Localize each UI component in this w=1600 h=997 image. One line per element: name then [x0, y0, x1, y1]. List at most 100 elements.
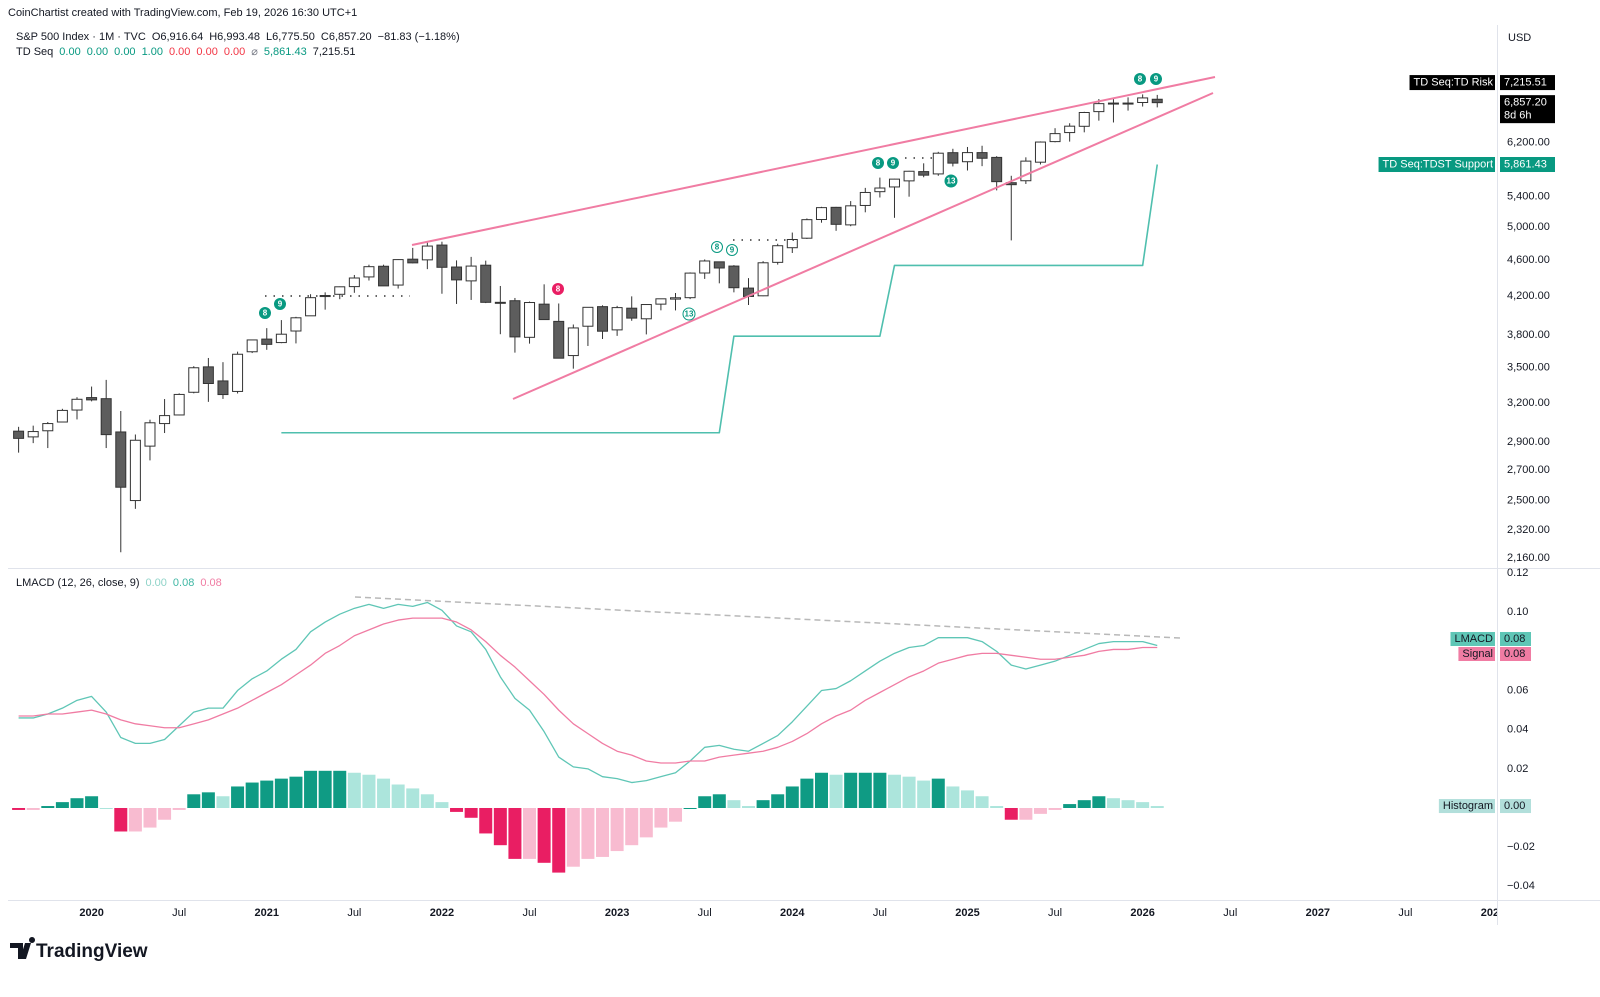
- y-tick-label: 6,200.00: [1507, 136, 1550, 148]
- candle-body: [903, 170, 915, 182]
- candle-body: [1020, 160, 1032, 182]
- histogram-bar: [858, 772, 872, 808]
- legend-value: 1.00: [142, 46, 163, 58]
- x-tick-label: 2028: [1481, 907, 1505, 919]
- candle-body: [1122, 102, 1134, 105]
- histogram-bar: [158, 807, 172, 820]
- y-tick-label: −0.02: [1507, 841, 1535, 853]
- histogram-bar: [187, 794, 201, 808]
- y-tick-label: 0.12: [1507, 567, 1528, 579]
- candle-body: [845, 205, 857, 226]
- x-tick-label: Jul: [1398, 907, 1412, 919]
- trendline: [512, 92, 1214, 400]
- candle-body: [524, 302, 536, 338]
- histogram-bar: [596, 807, 610, 857]
- candle-body: [830, 206, 842, 225]
- brand-logo: TradingView: [10, 937, 148, 962]
- candle-body: [275, 333, 287, 344]
- histogram-bar: [216, 796, 230, 808]
- candle-body: [86, 397, 98, 401]
- histogram-bar: [712, 794, 726, 808]
- candle-body: [159, 415, 171, 425]
- candle-body: [947, 152, 959, 164]
- x-tick-label: Jul: [1223, 907, 1237, 919]
- macd-line: [18, 601, 1158, 784]
- histogram-bar: [333, 770, 347, 808]
- x-tick-label: 2025: [955, 907, 979, 919]
- price-label-box: [1500, 75, 1555, 91]
- x-tick-label: Jul: [347, 907, 361, 919]
- histogram-bar: [274, 778, 288, 808]
- macd-legend: LMACD (12, 26, close, 9) 0.00 0.08 0.08: [16, 577, 222, 589]
- histogram-bar: [508, 807, 522, 859]
- price-label-name: TD Seq:TD Risk: [1414, 76, 1494, 88]
- candle-body: [100, 398, 112, 436]
- price-label-box: [1500, 157, 1555, 173]
- y-tick-label: 5,000.00: [1507, 221, 1550, 233]
- histogram-bar: [523, 807, 537, 859]
- candle-body: [713, 261, 725, 269]
- series-name-box: [1438, 799, 1495, 814]
- histogram-bar: [566, 807, 580, 867]
- histogram-bar: [1033, 807, 1047, 814]
- candle-body: [538, 303, 550, 321]
- series-name: Signal: [1462, 648, 1493, 660]
- y-tick-label: −0.04: [1507, 880, 1535, 892]
- candle-body: [1034, 141, 1046, 163]
- histogram-bar: [143, 807, 157, 828]
- histogram-bar: [172, 807, 186, 810]
- series-value-label: 0.08: [1504, 633, 1525, 645]
- series-value-box: [1500, 799, 1531, 814]
- candle-body: [261, 338, 273, 345]
- legend-value: O6,916.64: [152, 31, 203, 43]
- histogram-bar: [975, 796, 989, 808]
- series-value-label: 0.08: [1504, 648, 1525, 660]
- td-marker: [872, 157, 884, 169]
- y-tick-label: 3,200.00: [1507, 397, 1550, 409]
- histogram-bar: [610, 807, 624, 852]
- legend-value: H6,993.48: [209, 31, 260, 43]
- histogram-bar: [391, 784, 405, 808]
- candle-body: [509, 300, 521, 338]
- candle-body: [451, 266, 463, 281]
- histogram-bar: [552, 807, 566, 873]
- x-tick-label: 2021: [255, 907, 279, 919]
- histogram-bar: [537, 807, 551, 863]
- x-tick-label: Jul: [1048, 907, 1062, 919]
- histogram-bar: [245, 782, 259, 808]
- histogram-bar: [362, 774, 376, 808]
- legend-value: −81.83 (−1.18%): [378, 31, 460, 43]
- candle-body: [334, 286, 346, 295]
- histogram-bar: [377, 778, 391, 808]
- series-value-box: [1500, 646, 1531, 661]
- histogram-bar: [289, 776, 303, 808]
- legend-value: 0.00: [196, 46, 217, 58]
- candle-body: [888, 178, 900, 188]
- x-axis: 2020 Jul 2021 Jul 2022 Jul 2023 Jul 2024 Jul 2025 J…: [79, 907, 1505, 919]
- td-marker-label: 8: [263, 309, 268, 318]
- x-tick-label: Jul: [698, 907, 712, 919]
- y-tick-label: 0.10: [1507, 606, 1528, 618]
- candle-body: [976, 152, 988, 159]
- price-label-name-box: [1378, 157, 1495, 173]
- histogram-bar: [1121, 800, 1135, 808]
- histogram-bar: [727, 800, 741, 808]
- histogram-bar: [902, 776, 916, 808]
- symbol: S&P 500 Index · 1M · TVC: [16, 31, 146, 43]
- series-name: LMACD: [1454, 633, 1493, 645]
- histogram-bar: [1063, 804, 1077, 808]
- histogram-bar: [479, 807, 493, 834]
- attribution: CoinChartist created with TradingView.co…: [8, 7, 357, 19]
- histogram-bar: [756, 800, 770, 808]
- td-marker: [682, 307, 696, 321]
- histogram-bar: [420, 794, 434, 808]
- histogram-bar: [873, 772, 887, 808]
- candle-body: [378, 265, 390, 287]
- legend-value: L6,775.50: [266, 31, 315, 43]
- candle-body: [859, 191, 871, 206]
- histogram-bar: [26, 807, 40, 810]
- x-tick-label: Jul: [873, 907, 887, 919]
- y-tick-label: 0.06: [1507, 684, 1528, 696]
- histogram-bar: [581, 807, 595, 859]
- td-marker: [1134, 73, 1146, 85]
